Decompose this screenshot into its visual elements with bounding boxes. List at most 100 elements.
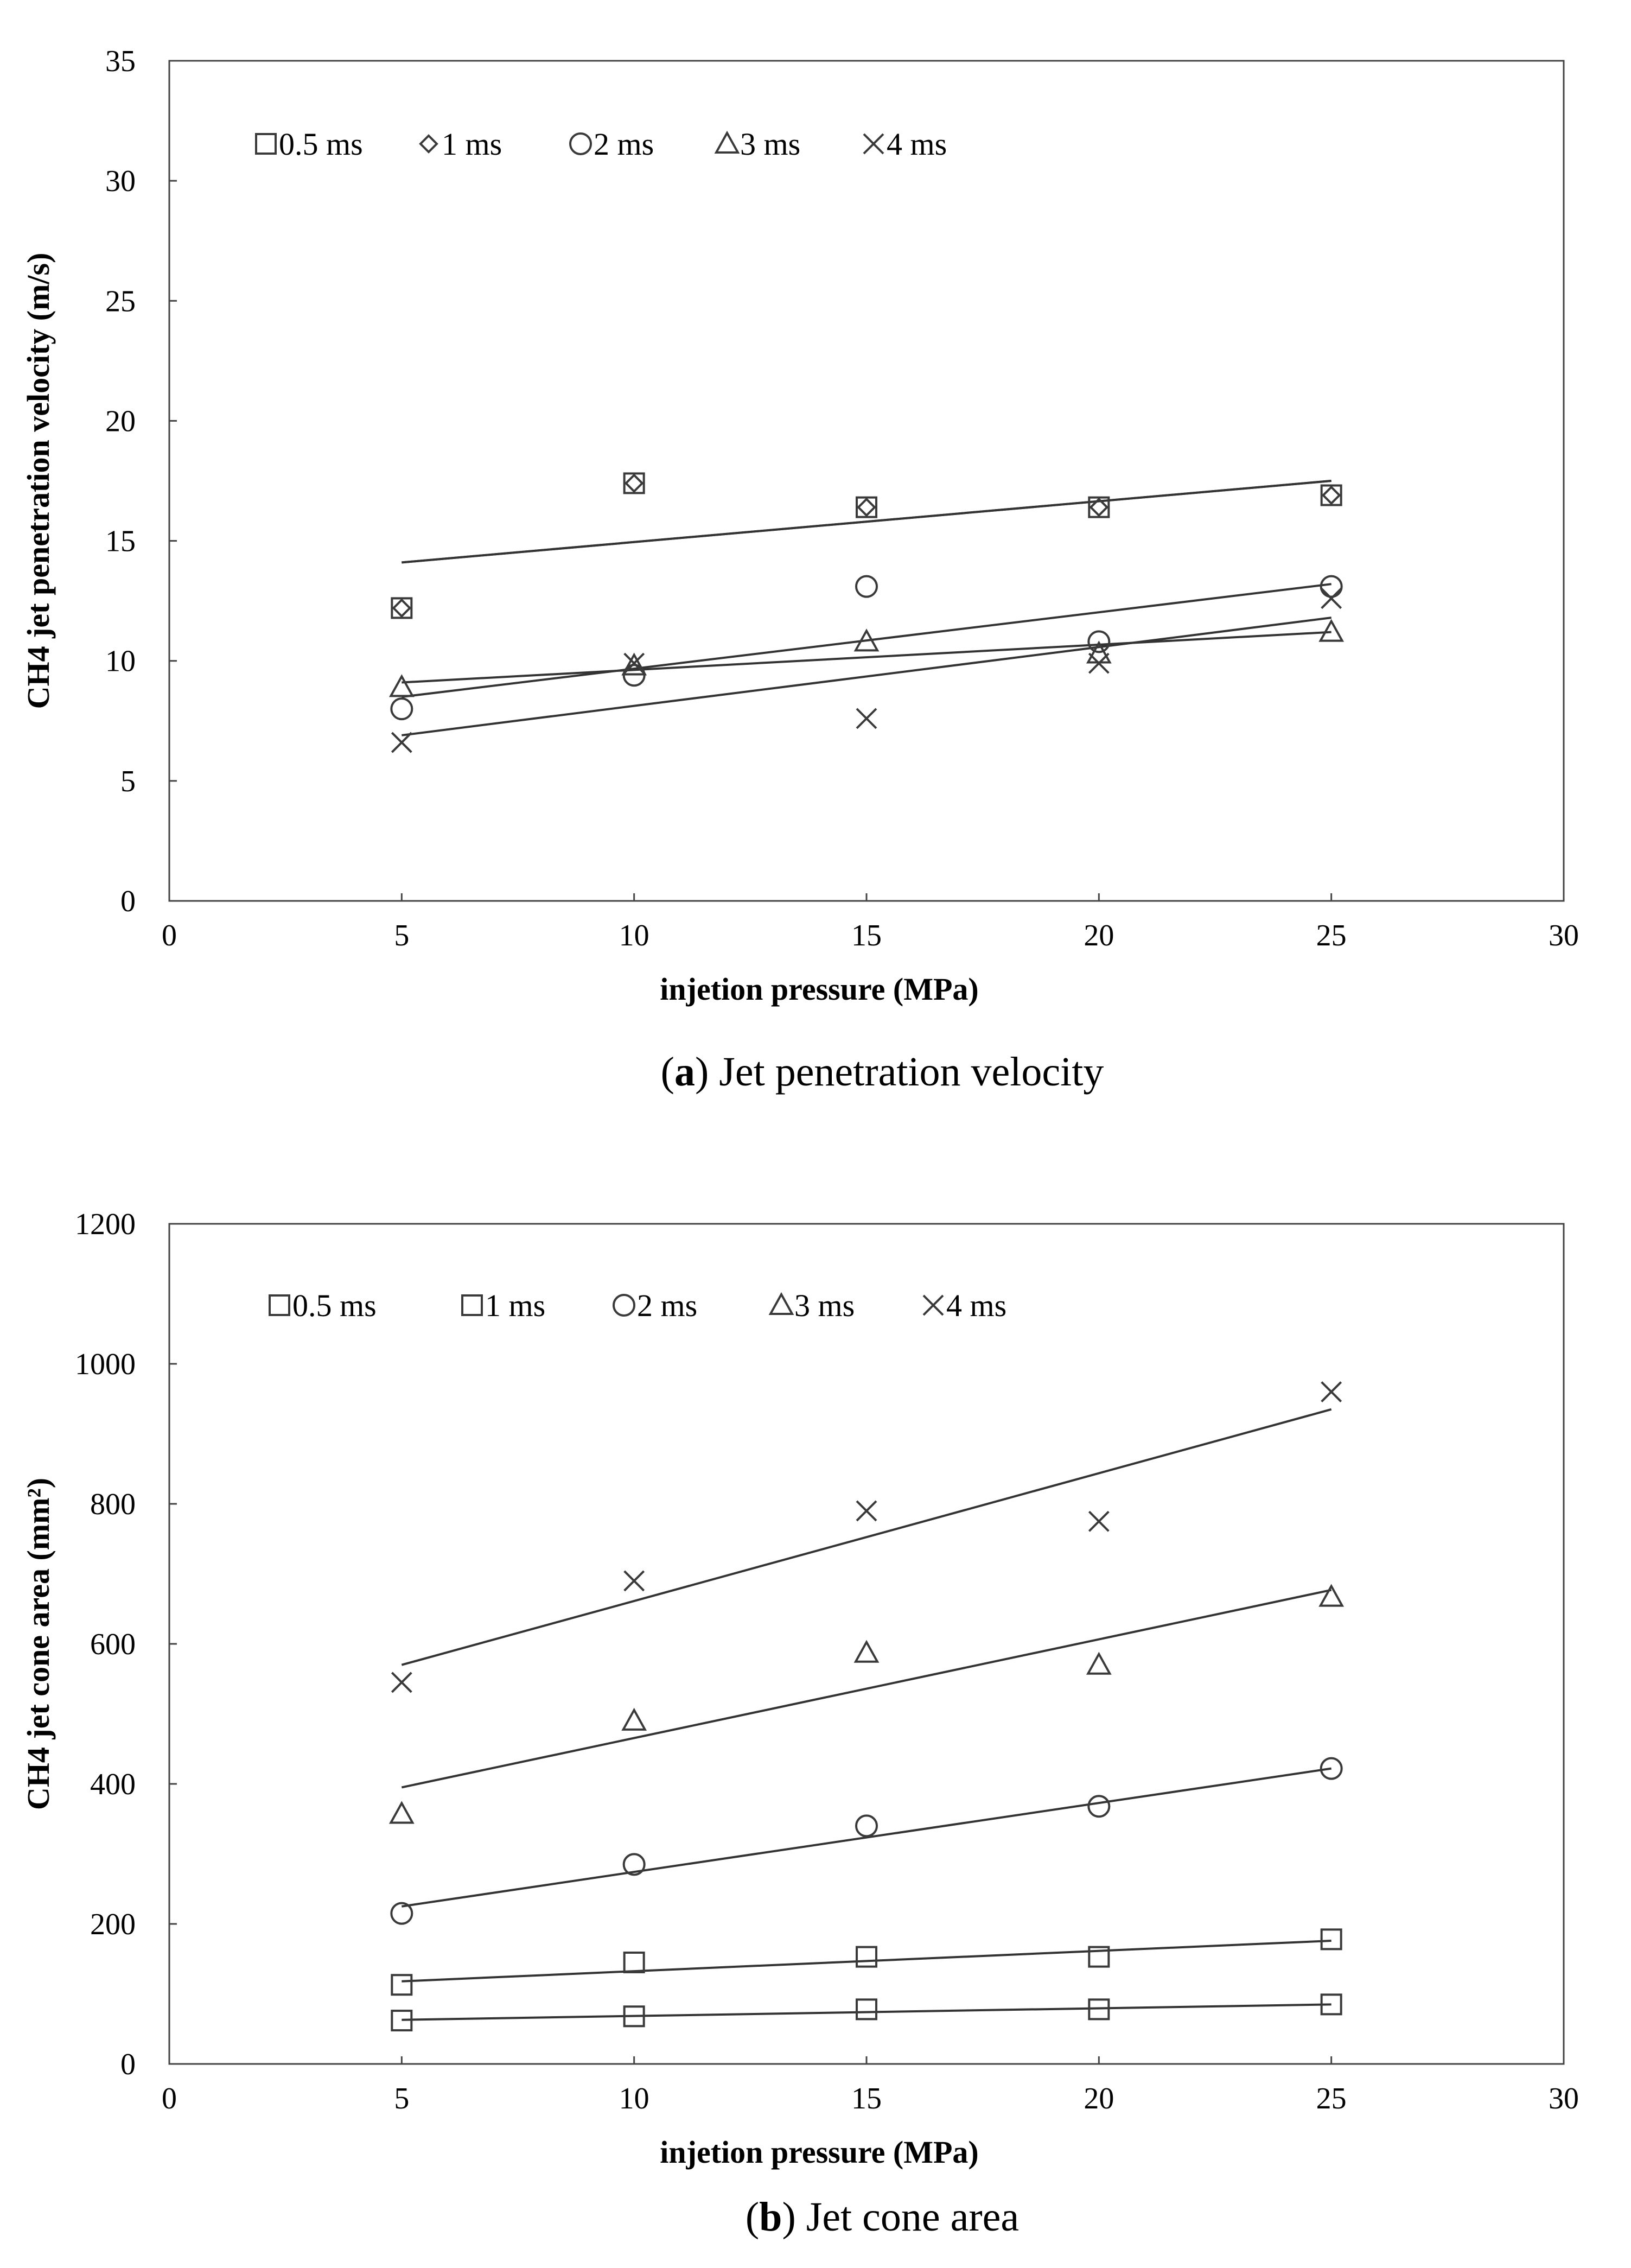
panel-caption: (a) Jet penetration velocity bbox=[661, 1049, 1104, 1095]
data-point-0-5-ms-15mpa bbox=[856, 1998, 877, 2021]
data-point-4-ms-5mpa bbox=[391, 1672, 412, 1693]
y-tick-label: 35 bbox=[105, 45, 136, 78]
data-point-0-5-ms-5mpa bbox=[391, 2010, 413, 2032]
data-point-1-ms-10mpa bbox=[624, 473, 644, 493]
data-point-1-ms-15mpa bbox=[857, 497, 876, 517]
data-point-4-ms-10mpa bbox=[623, 1570, 645, 1592]
data-point-3-ms-5mpa bbox=[388, 674, 415, 697]
legend-marker-4-ms bbox=[863, 133, 884, 155]
legend-label-4-ms: 4 ms bbox=[946, 1288, 1006, 1323]
x-tick-label: 30 bbox=[1549, 919, 1579, 952]
y-tick-label: 0 bbox=[120, 2048, 136, 2081]
data-point-0-5-ms-25mpa bbox=[1320, 1993, 1342, 2016]
data-point-2-ms-25mpa bbox=[1320, 575, 1343, 598]
data-point-2-ms-25mpa bbox=[1320, 1757, 1343, 1780]
legend-marker-3-ms bbox=[714, 130, 740, 154]
x-tick-label: 20 bbox=[1084, 2082, 1114, 2115]
x-tick-label: 20 bbox=[1084, 919, 1114, 952]
legend-label-1-ms: 1 ms bbox=[442, 126, 502, 162]
caption-text: Jet penetration velocity bbox=[709, 1049, 1104, 1095]
data-point-1-ms-15mpa bbox=[856, 1946, 877, 1968]
data-point-1-ms-25mpa bbox=[1321, 485, 1341, 505]
legend-label-2-ms: 2 ms bbox=[637, 1288, 697, 1323]
x-tick-label: 0 bbox=[162, 919, 177, 952]
panel-caption: (b) Jet cone area bbox=[746, 2194, 1019, 2240]
legend-label-0-5-ms: 0.5 ms bbox=[279, 126, 363, 162]
data-point-2-ms-15mpa bbox=[855, 575, 878, 598]
trend-line-2-ms bbox=[402, 583, 1331, 698]
data-point-1-ms-5mpa bbox=[391, 1974, 413, 1996]
trend-line-4-ms bbox=[402, 617, 1331, 736]
x-tick-label: 25 bbox=[1316, 2082, 1347, 2115]
data-point-0-5-ms-25mpa bbox=[1320, 484, 1342, 506]
x-tick-label: 5 bbox=[394, 919, 409, 952]
x-tick-label: 25 bbox=[1316, 919, 1347, 952]
data-point-0-5-ms-20mpa bbox=[1088, 1998, 1110, 2021]
legend-marker-0-5-ms bbox=[255, 133, 277, 155]
legend-marker-2-ms bbox=[569, 132, 592, 155]
data-point-1-ms-5mpa bbox=[392, 598, 412, 618]
data-point-2-ms-20mpa bbox=[1087, 1795, 1111, 1818]
y-axis-title: CH4 jet penetration velocity (m/s) bbox=[21, 253, 56, 709]
data-point-1-ms-25mpa bbox=[1320, 1928, 1342, 1951]
y-tick-label: 20 bbox=[105, 404, 136, 438]
legend-label-4-ms: 4 ms bbox=[887, 126, 947, 162]
data-point-3-ms-25mpa bbox=[1318, 619, 1345, 642]
data-point-2-ms-20mpa bbox=[1087, 630, 1111, 653]
x-axis-title: injetion pressure (MPa) bbox=[660, 2134, 978, 2170]
caption-text: Jet cone area bbox=[796, 2194, 1019, 2240]
data-point-4-ms-25mpa bbox=[1321, 588, 1342, 609]
legend-label-3-ms: 3 ms bbox=[794, 1288, 855, 1323]
legend-marker-2-ms bbox=[613, 1294, 635, 1317]
trend-line-0-5-ms bbox=[402, 2003, 1331, 2021]
y-tick-label: 0 bbox=[120, 885, 136, 918]
legend-marker-0-5-ms bbox=[269, 1294, 290, 1316]
data-point-2-ms-5mpa bbox=[390, 1902, 413, 1925]
data-point-0-5-ms-10mpa bbox=[623, 472, 645, 494]
trend-line-4-ms bbox=[401, 1408, 1332, 1666]
legend-label-2-ms: 2 ms bbox=[594, 126, 654, 162]
trend-line-3-ms bbox=[401, 1589, 1332, 1789]
data-point-3-ms-25mpa bbox=[1318, 1584, 1345, 1607]
y-tick-label: 15 bbox=[105, 525, 136, 558]
legend-marker-1-ms bbox=[419, 134, 438, 154]
trend-line-1-ms bbox=[402, 1939, 1331, 1983]
data-point-4-ms-20mpa bbox=[1088, 1510, 1110, 1532]
caption-letter: a bbox=[674, 1049, 695, 1095]
chart-panel-b: 0 5 10 15 20 25 30 0 200 400 600 800 1000 1200 0.5 ms… bbox=[21, 1208, 1579, 2240]
data-point-3-ms-20mpa bbox=[1086, 1651, 1112, 1675]
y-axis-title: CH4 jet cone area (mm²) bbox=[21, 1478, 56, 1810]
data-point-0-5-ms-10mpa bbox=[623, 2005, 645, 2028]
data-point-3-ms-15mpa bbox=[853, 628, 880, 652]
data-point-4-ms-20mpa bbox=[1088, 652, 1110, 674]
data-point-4-ms-15mpa bbox=[856, 708, 877, 729]
legend-label-1-ms: 1 ms bbox=[485, 1288, 545, 1323]
data-point-0-5-ms-20mpa bbox=[1088, 496, 1110, 518]
legend-marker-1-ms bbox=[461, 1294, 483, 1316]
data-point-0-5-ms-15mpa bbox=[856, 496, 877, 518]
data-point-4-ms-10mpa bbox=[623, 652, 645, 674]
data-point-4-ms-15mpa bbox=[856, 1500, 877, 1522]
y-tick-label: 25 bbox=[105, 284, 136, 318]
x-axis-title: injetion pressure (MPa) bbox=[660, 971, 978, 1007]
caption-letter: b bbox=[759, 2194, 782, 2240]
x-tick-label: 15 bbox=[851, 2082, 882, 2115]
data-point-4-ms-5mpa bbox=[391, 732, 412, 753]
x-tick-label: 30 bbox=[1549, 2082, 1579, 2115]
legend-label-3-ms: 3 ms bbox=[740, 126, 800, 162]
chart-panel-a: 0 5 10 15 20 25 30 0 5 10 15 20 25 30 35 0.5 ms 1 ms 2 m… bbox=[21, 45, 1579, 1095]
legend-marker-4-ms bbox=[922, 1294, 944, 1316]
data-point-3-ms-15mpa bbox=[853, 1640, 880, 1663]
y-tick-label: 400 bbox=[90, 1768, 136, 1801]
legend-label-0-5-ms: 0.5 ms bbox=[292, 1288, 377, 1323]
x-tick-label: 10 bbox=[619, 2082, 649, 2115]
data-point-2-ms-5mpa bbox=[390, 697, 413, 721]
data-point-1-ms-10mpa bbox=[623, 1951, 645, 1973]
x-tick-label: 5 bbox=[394, 2082, 409, 2115]
trend-line-2-ms bbox=[402, 1767, 1331, 1908]
data-point-2-ms-10mpa bbox=[622, 1853, 646, 1876]
x-tick-label: 0 bbox=[162, 2082, 177, 2115]
legend-marker-3-ms bbox=[768, 1292, 794, 1315]
y-tick-label: 200 bbox=[90, 1908, 136, 1941]
